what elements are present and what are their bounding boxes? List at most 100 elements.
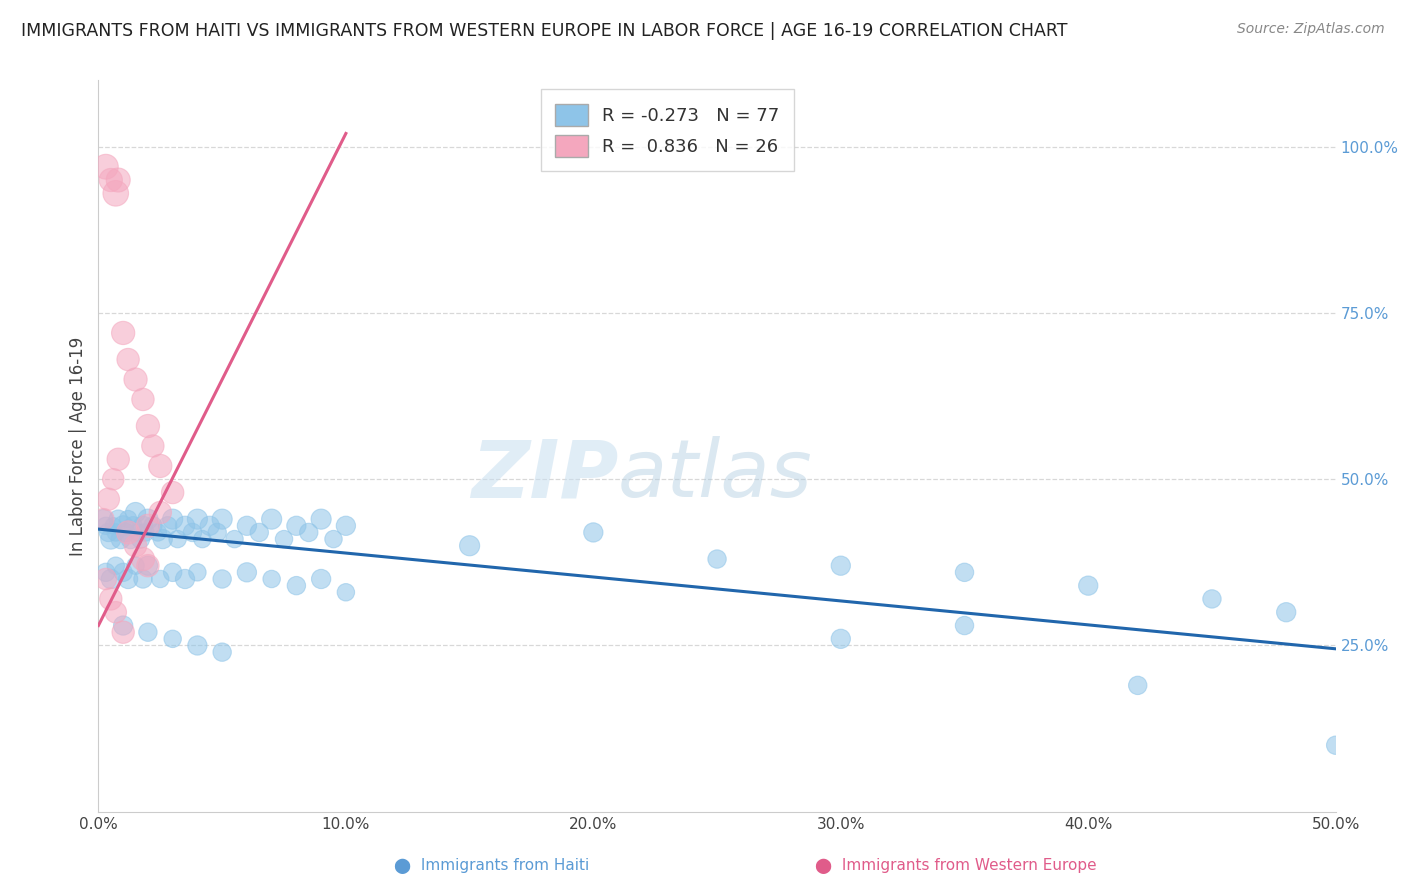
Point xyxy=(104,558,127,573)
Point xyxy=(124,506,146,520)
Point xyxy=(198,518,221,533)
Point xyxy=(156,518,179,533)
Point xyxy=(191,532,214,546)
Point xyxy=(273,532,295,546)
Point xyxy=(260,572,283,586)
Point xyxy=(103,518,125,533)
Point xyxy=(309,512,332,526)
Point xyxy=(1324,738,1347,752)
Point xyxy=(1126,678,1149,692)
Point xyxy=(152,532,174,546)
Point xyxy=(107,512,129,526)
Text: Source: ZipAtlas.com: Source: ZipAtlas.com xyxy=(1237,22,1385,37)
Point xyxy=(285,579,308,593)
Point xyxy=(136,512,159,526)
Point xyxy=(117,352,139,367)
Point xyxy=(149,572,172,586)
Point xyxy=(247,525,270,540)
Point xyxy=(104,186,127,201)
Point xyxy=(162,566,184,580)
Point xyxy=(162,485,184,500)
Point xyxy=(129,532,152,546)
Point xyxy=(162,512,184,526)
Point xyxy=(132,572,155,586)
Point xyxy=(953,566,976,580)
Point xyxy=(136,518,159,533)
Point xyxy=(112,566,135,580)
Point xyxy=(132,392,155,407)
Point xyxy=(122,518,145,533)
Point xyxy=(112,518,135,533)
Text: ⬤  Immigrants from Western Europe: ⬤ Immigrants from Western Europe xyxy=(815,858,1097,873)
Point xyxy=(236,566,259,580)
Y-axis label: In Labor Force | Age 16-19: In Labor Force | Age 16-19 xyxy=(69,336,87,556)
Point xyxy=(136,625,159,640)
Point xyxy=(146,525,169,540)
Point xyxy=(236,518,259,533)
Point xyxy=(830,558,852,573)
Point xyxy=(100,532,122,546)
Point xyxy=(124,539,146,553)
Point xyxy=(112,326,135,340)
Point xyxy=(132,518,155,533)
Point xyxy=(953,618,976,632)
Point xyxy=(124,558,146,573)
Point xyxy=(117,572,139,586)
Point xyxy=(149,506,172,520)
Point xyxy=(186,512,208,526)
Text: IMMIGRANTS FROM HAITI VS IMMIGRANTS FROM WESTERN EUROPE IN LABOR FORCE | AGE 16-: IMMIGRANTS FROM HAITI VS IMMIGRANTS FROM… xyxy=(21,22,1067,40)
Text: ZIP: ZIP xyxy=(471,436,619,515)
Point xyxy=(706,552,728,566)
Point xyxy=(211,645,233,659)
Point xyxy=(211,572,233,586)
Point xyxy=(142,439,165,453)
Point xyxy=(582,525,605,540)
Point xyxy=(107,173,129,187)
Point xyxy=(93,512,115,526)
Point xyxy=(97,492,120,507)
Point xyxy=(136,558,159,573)
Point xyxy=(104,525,127,540)
Point xyxy=(136,419,159,434)
Point xyxy=(285,518,308,533)
Point xyxy=(335,585,357,599)
Point xyxy=(94,566,117,580)
Point xyxy=(174,572,197,586)
Point xyxy=(166,532,188,546)
Point xyxy=(205,525,228,540)
Point xyxy=(94,160,117,174)
Point xyxy=(298,525,321,540)
Text: atlas: atlas xyxy=(619,436,813,515)
Point xyxy=(94,518,117,533)
Point xyxy=(97,525,120,540)
Point xyxy=(127,525,149,540)
Point xyxy=(260,512,283,526)
Point xyxy=(224,532,246,546)
Point xyxy=(335,518,357,533)
Point xyxy=(112,618,135,632)
Point xyxy=(94,572,117,586)
Point xyxy=(117,512,139,526)
Point xyxy=(211,512,233,526)
Point xyxy=(120,532,142,546)
Point xyxy=(100,173,122,187)
Legend: R = -0.273   N = 77, R =  0.836   N = 26: R = -0.273 N = 77, R = 0.836 N = 26 xyxy=(541,89,794,171)
Point xyxy=(110,532,132,546)
Point xyxy=(114,525,136,540)
Point xyxy=(136,558,159,573)
Point xyxy=(117,525,139,540)
Point xyxy=(174,518,197,533)
Point xyxy=(1275,605,1298,619)
Point xyxy=(134,525,156,540)
Point xyxy=(93,512,115,526)
Point xyxy=(1201,591,1223,606)
Point xyxy=(124,372,146,386)
Point xyxy=(458,539,481,553)
Point xyxy=(132,552,155,566)
Point xyxy=(149,458,172,473)
Point xyxy=(100,591,122,606)
Point xyxy=(142,518,165,533)
Point xyxy=(830,632,852,646)
Point xyxy=(107,452,129,467)
Point xyxy=(112,625,135,640)
